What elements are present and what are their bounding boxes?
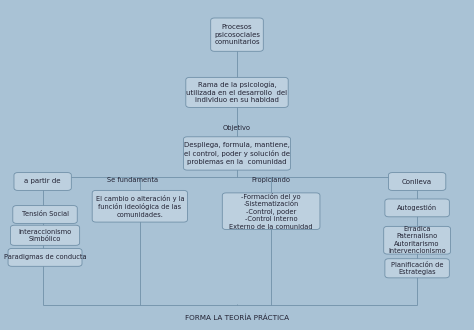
FancyBboxPatch shape — [14, 173, 71, 190]
FancyBboxPatch shape — [186, 78, 288, 108]
FancyBboxPatch shape — [92, 190, 187, 222]
Text: Rama de la psicología,
utilizada en el desarrollo  del
individuo en su habidad: Rama de la psicología, utilizada en el d… — [186, 82, 288, 103]
Text: Paradigmas de conducta: Paradigmas de conducta — [4, 254, 86, 260]
FancyBboxPatch shape — [10, 225, 80, 246]
Text: Conlleva: Conlleva — [402, 179, 432, 184]
Text: Planificación de
Estrategias: Planificación de Estrategias — [391, 262, 443, 275]
Text: El cambio o alteración y la
función ideológica de las
comunidades.: El cambio o alteración y la función ideo… — [96, 195, 184, 218]
FancyBboxPatch shape — [385, 199, 449, 217]
FancyBboxPatch shape — [385, 259, 449, 278]
Text: Se fundamenta: Se fundamenta — [107, 177, 158, 183]
FancyBboxPatch shape — [222, 193, 320, 230]
Text: FORMA LA TEORÍA PRÁCTICA: FORMA LA TEORÍA PRÁCTICA — [185, 314, 289, 321]
FancyBboxPatch shape — [13, 206, 77, 223]
FancyBboxPatch shape — [210, 18, 264, 51]
FancyBboxPatch shape — [388, 173, 446, 190]
Text: Autogestión: Autogestión — [397, 204, 437, 212]
Text: Objetivo: Objetivo — [223, 125, 251, 131]
Text: Erradica
Paternalisno
Autoritarismo
Intervencionismo: Erradica Paternalisno Autoritarismo Inte… — [388, 226, 446, 254]
FancyBboxPatch shape — [183, 137, 291, 170]
Text: -Formación del yo
-Sistematización
-Control, poder
-Control interno
Externo de l: -Formación del yo -Sistematización -Cont… — [229, 193, 313, 230]
Text: Despliega, formula, mantiene,
el control, poder y solución de
problemas en la  c: Despliega, formula, mantiene, el control… — [184, 142, 290, 165]
FancyBboxPatch shape — [8, 248, 82, 266]
FancyBboxPatch shape — [383, 226, 450, 254]
Text: Interaccionismo
Simbólico: Interaccionismo Simbólico — [18, 229, 72, 242]
Text: Tensión Social: Tensión Social — [21, 212, 69, 217]
Text: a partir de: a partir de — [24, 179, 61, 184]
Text: Procesos
psicosociales
comunitarios: Procesos psicosociales comunitarios — [214, 24, 260, 45]
Text: Propiciando: Propiciando — [252, 177, 291, 183]
